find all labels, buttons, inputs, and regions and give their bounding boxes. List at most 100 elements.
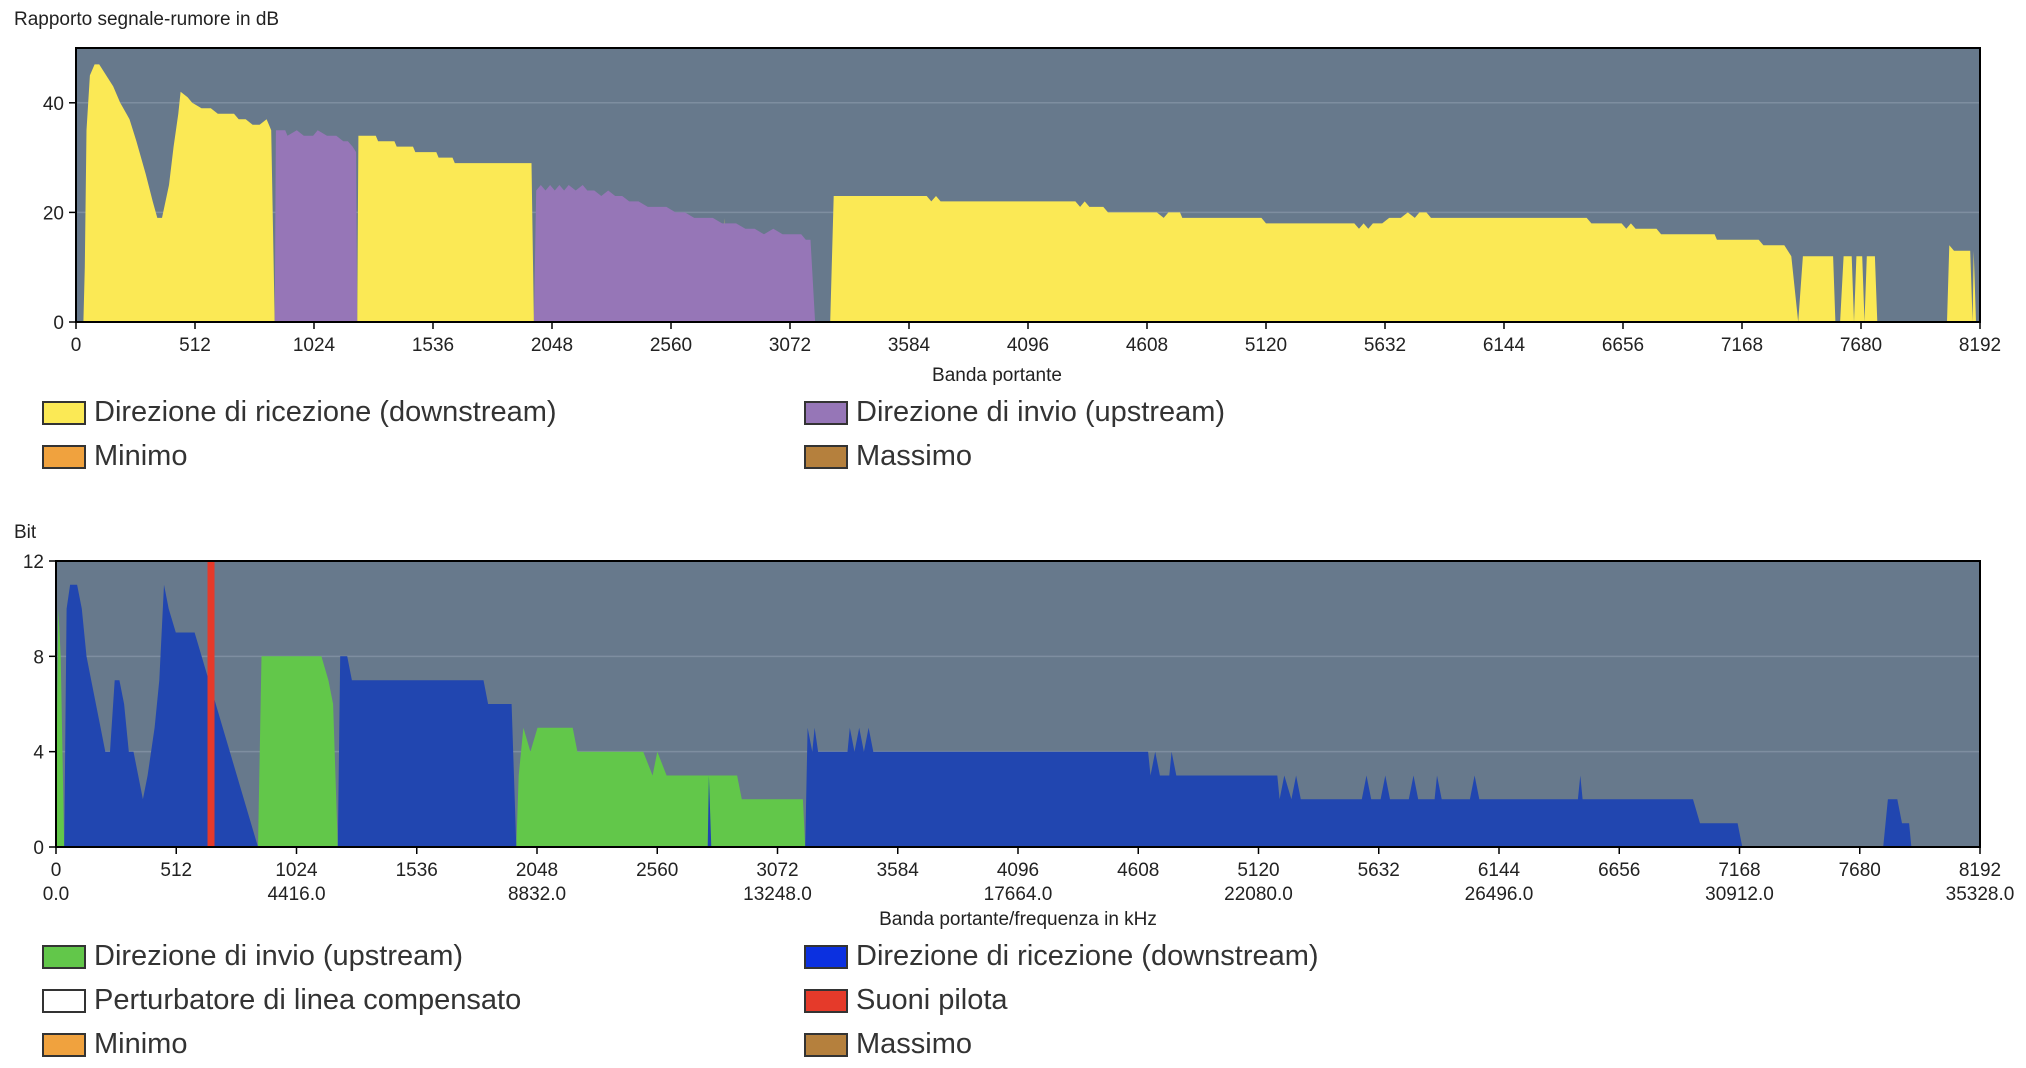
x-tick-label: 3584 — [877, 860, 920, 881]
x-tick-label: 4096 — [1007, 335, 1049, 356]
series-area — [516, 727, 806, 847]
legend-label: Minimo — [94, 440, 188, 472]
x-tick-freq-label: 8832.0 — [508, 884, 566, 905]
legend-item-snr-downstream: Direzione di ricezione (downstream) — [42, 396, 557, 429]
x-tick-label: 512 — [160, 860, 192, 881]
x-tick-label: 3072 — [756, 860, 798, 881]
legend-swatch — [804, 444, 848, 469]
legend-item-snr-maximum: Massimo — [804, 440, 972, 473]
x-tick-label: 8192 — [1959, 335, 2001, 356]
series-area — [258, 656, 338, 847]
legend-swatch — [42, 944, 86, 969]
x-tick-label: 7680 — [1840, 335, 1882, 356]
legend-swatch — [42, 988, 86, 1013]
legend-item-bits-upstream: Direzione di invio (upstream) — [42, 940, 463, 973]
x-tick-label: 5120 — [1245, 335, 1287, 356]
series-area — [707, 775, 712, 847]
x-tick-freq-label: 26496.0 — [1465, 884, 1534, 905]
x-tick-label: 1536 — [412, 335, 454, 356]
x-tick-freq-label: 0.0 — [43, 884, 69, 905]
legend-label: Massimo — [856, 440, 973, 472]
series-area — [357, 135, 534, 322]
y-tick-label: 4 — [33, 743, 44, 764]
x-tick-freq-label: 22080.0 — [1224, 884, 1293, 905]
legend-label: Minimo — [94, 1028, 188, 1060]
bits-y-axis: 0 4 8 12 — [23, 552, 56, 859]
y-tick-label: 20 — [43, 203, 64, 224]
x-tick-freq-label: 17664.0 — [984, 884, 1053, 905]
x-tick-label: 3072 — [769, 335, 811, 356]
legend-item-bits-compensated: Perturbatore di linea compensato — [42, 984, 521, 1017]
bits-x-axis-label: Banda portante/frequenza in kHz — [879, 909, 1157, 930]
x-tick-label: 0 — [71, 335, 82, 356]
series-area — [274, 130, 358, 322]
legend-swatch — [804, 1032, 848, 1057]
legend-item-bits-maximum: Massimo — [804, 1028, 972, 1061]
legend-item-snr-upstream: Direzione di invio (upstream) — [804, 396, 1225, 429]
x-tick-label: 2048 — [531, 335, 573, 356]
series-area — [805, 727, 1743, 847]
x-tick-label: 4608 — [1117, 860, 1159, 881]
x-tick-freq-label: 30912.0 — [1705, 884, 1774, 905]
series-area — [56, 608, 65, 847]
series-area — [830, 196, 1977, 322]
x-tick-label: 7168 — [1721, 335, 1763, 356]
legend-item-snr-minimum: Minimo — [42, 440, 187, 473]
snr-areas — [83, 64, 1977, 323]
legend-swatch — [804, 944, 848, 969]
y-tick-label: 40 — [43, 94, 64, 115]
x-tick-label: 5632 — [1358, 860, 1400, 881]
x-tick-label: 1024 — [275, 860, 318, 881]
snr-chart-title: Rapporto segnale-rumore in dB — [14, 9, 279, 30]
bits-x-axis: 0 512 1024 1536 2048 2560 3072 3584 4096 4608 5120… — [43, 847, 2015, 905]
x-tick-label: 5632 — [1364, 335, 1406, 356]
legend-label: Perturbatore di linea compensato — [94, 984, 522, 1016]
x-tick-label: 4608 — [1126, 335, 1168, 356]
legend-swatch — [42, 400, 86, 425]
bits-chart-title: Bit — [14, 522, 37, 543]
x-tick-label: 6656 — [1598, 860, 1640, 881]
x-tick-label: 2560 — [636, 860, 678, 881]
x-tick-freq-label: 35328.0 — [1946, 884, 2015, 905]
x-tick-label: 4096 — [997, 860, 1039, 881]
x-tick-label: 1024 — [293, 335, 336, 356]
y-tick-label: 12 — [23, 552, 44, 573]
x-tick-label: 8192 — [1959, 860, 2001, 881]
x-tick-label: 1536 — [396, 860, 438, 881]
legend-item-bits-downstream: Direzione di ricezione (downstream) — [804, 940, 1319, 973]
x-tick-label: 0 — [51, 860, 62, 881]
legend-label: Direzione di invio (upstream) — [856, 396, 1226, 428]
series-area — [1883, 799, 1912, 847]
x-tick-label: 6144 — [1483, 335, 1526, 356]
legend-swatch — [42, 1032, 86, 1057]
legend-label: Massimo — [856, 1028, 973, 1060]
snr-x-axis-label: Banda portante — [932, 365, 1062, 386]
x-tick-label: 5120 — [1237, 860, 1279, 881]
legend-item-bits-pilot: Suoni pilota — [804, 984, 1008, 1017]
x-tick-freq-label: 13248.0 — [743, 884, 812, 905]
x-tick-freq-label: 4416.0 — [267, 884, 325, 905]
legend-swatch — [804, 988, 848, 1013]
y-tick-label: 0 — [53, 313, 64, 334]
legend-label: Direzione di invio (upstream) — [94, 940, 464, 972]
legend-label: Suoni pilota — [856, 984, 1008, 1016]
legend-label: Direzione di ricezione (downstream) — [94, 396, 557, 428]
x-tick-label: 2048 — [516, 860, 558, 881]
x-tick-label: 6656 — [1602, 335, 1644, 356]
legend-item-bits-minimum: Minimo — [42, 1028, 187, 1061]
x-tick-label: 6144 — [1478, 860, 1521, 881]
x-tick-label: 7168 — [1718, 860, 1760, 881]
bits-pilot-tones — [207, 561, 215, 847]
snr-x-axis: 0 512 1024 1536 2048 2560 3072 3584 4096 4608 5120… — [71, 322, 2001, 356]
legend-swatch — [42, 444, 86, 469]
x-tick-label: 2560 — [650, 335, 692, 356]
legend-swatch — [804, 400, 848, 425]
y-tick-label: 8 — [33, 647, 44, 668]
legend-label: Direzione di ricezione (downstream) — [856, 940, 1319, 972]
series-area — [337, 656, 517, 847]
y-tick-label: 0 — [33, 838, 44, 859]
x-tick-label: 3584 — [888, 335, 931, 356]
x-tick-label: 7680 — [1839, 860, 1881, 881]
series-area — [533, 185, 816, 322]
